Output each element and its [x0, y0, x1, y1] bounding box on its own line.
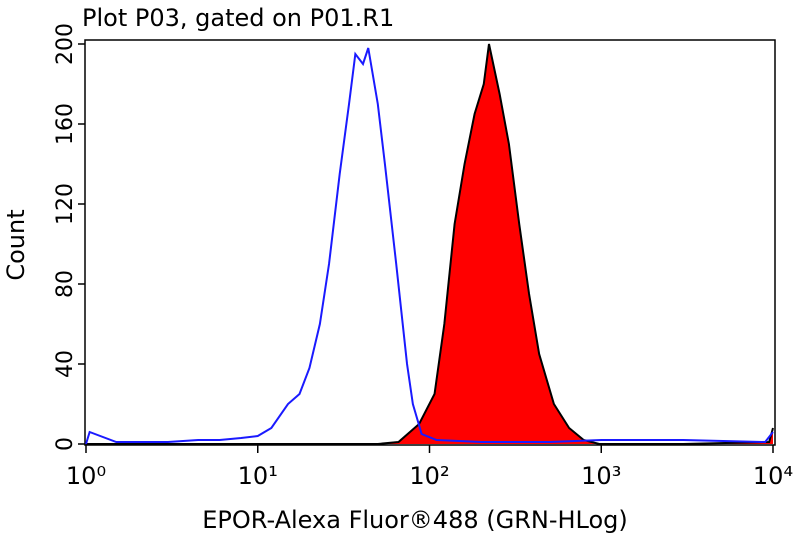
y-axis-label: Count	[2, 209, 30, 280]
y-tick-label: 160	[53, 103, 78, 145]
x-tick-label: 10⁴	[753, 462, 793, 490]
y-tick-label: 40	[53, 350, 78, 378]
x-tick-label: 10¹	[238, 462, 278, 490]
line	[86, 43, 774, 445]
x-tick-label: 10⁰	[66, 462, 106, 490]
area	[86, 44, 773, 444]
y-tick-label: 80	[53, 270, 78, 298]
x-tick-label: 10²	[409, 462, 449, 490]
x-tick-label: 10³	[581, 462, 621, 490]
y-tick-label: 0	[53, 437, 78, 451]
y-tick-label: 120	[53, 183, 78, 225]
line	[85, 47, 774, 445]
x-axis-label: EPOR-Alexa Fluor®488 (GRN-HLog)	[202, 506, 628, 534]
plot-frame	[84, 39, 776, 446]
y-tick-label: 200	[53, 23, 78, 65]
chart-title: Plot P03, gated on P01.R1	[82, 4, 394, 32]
